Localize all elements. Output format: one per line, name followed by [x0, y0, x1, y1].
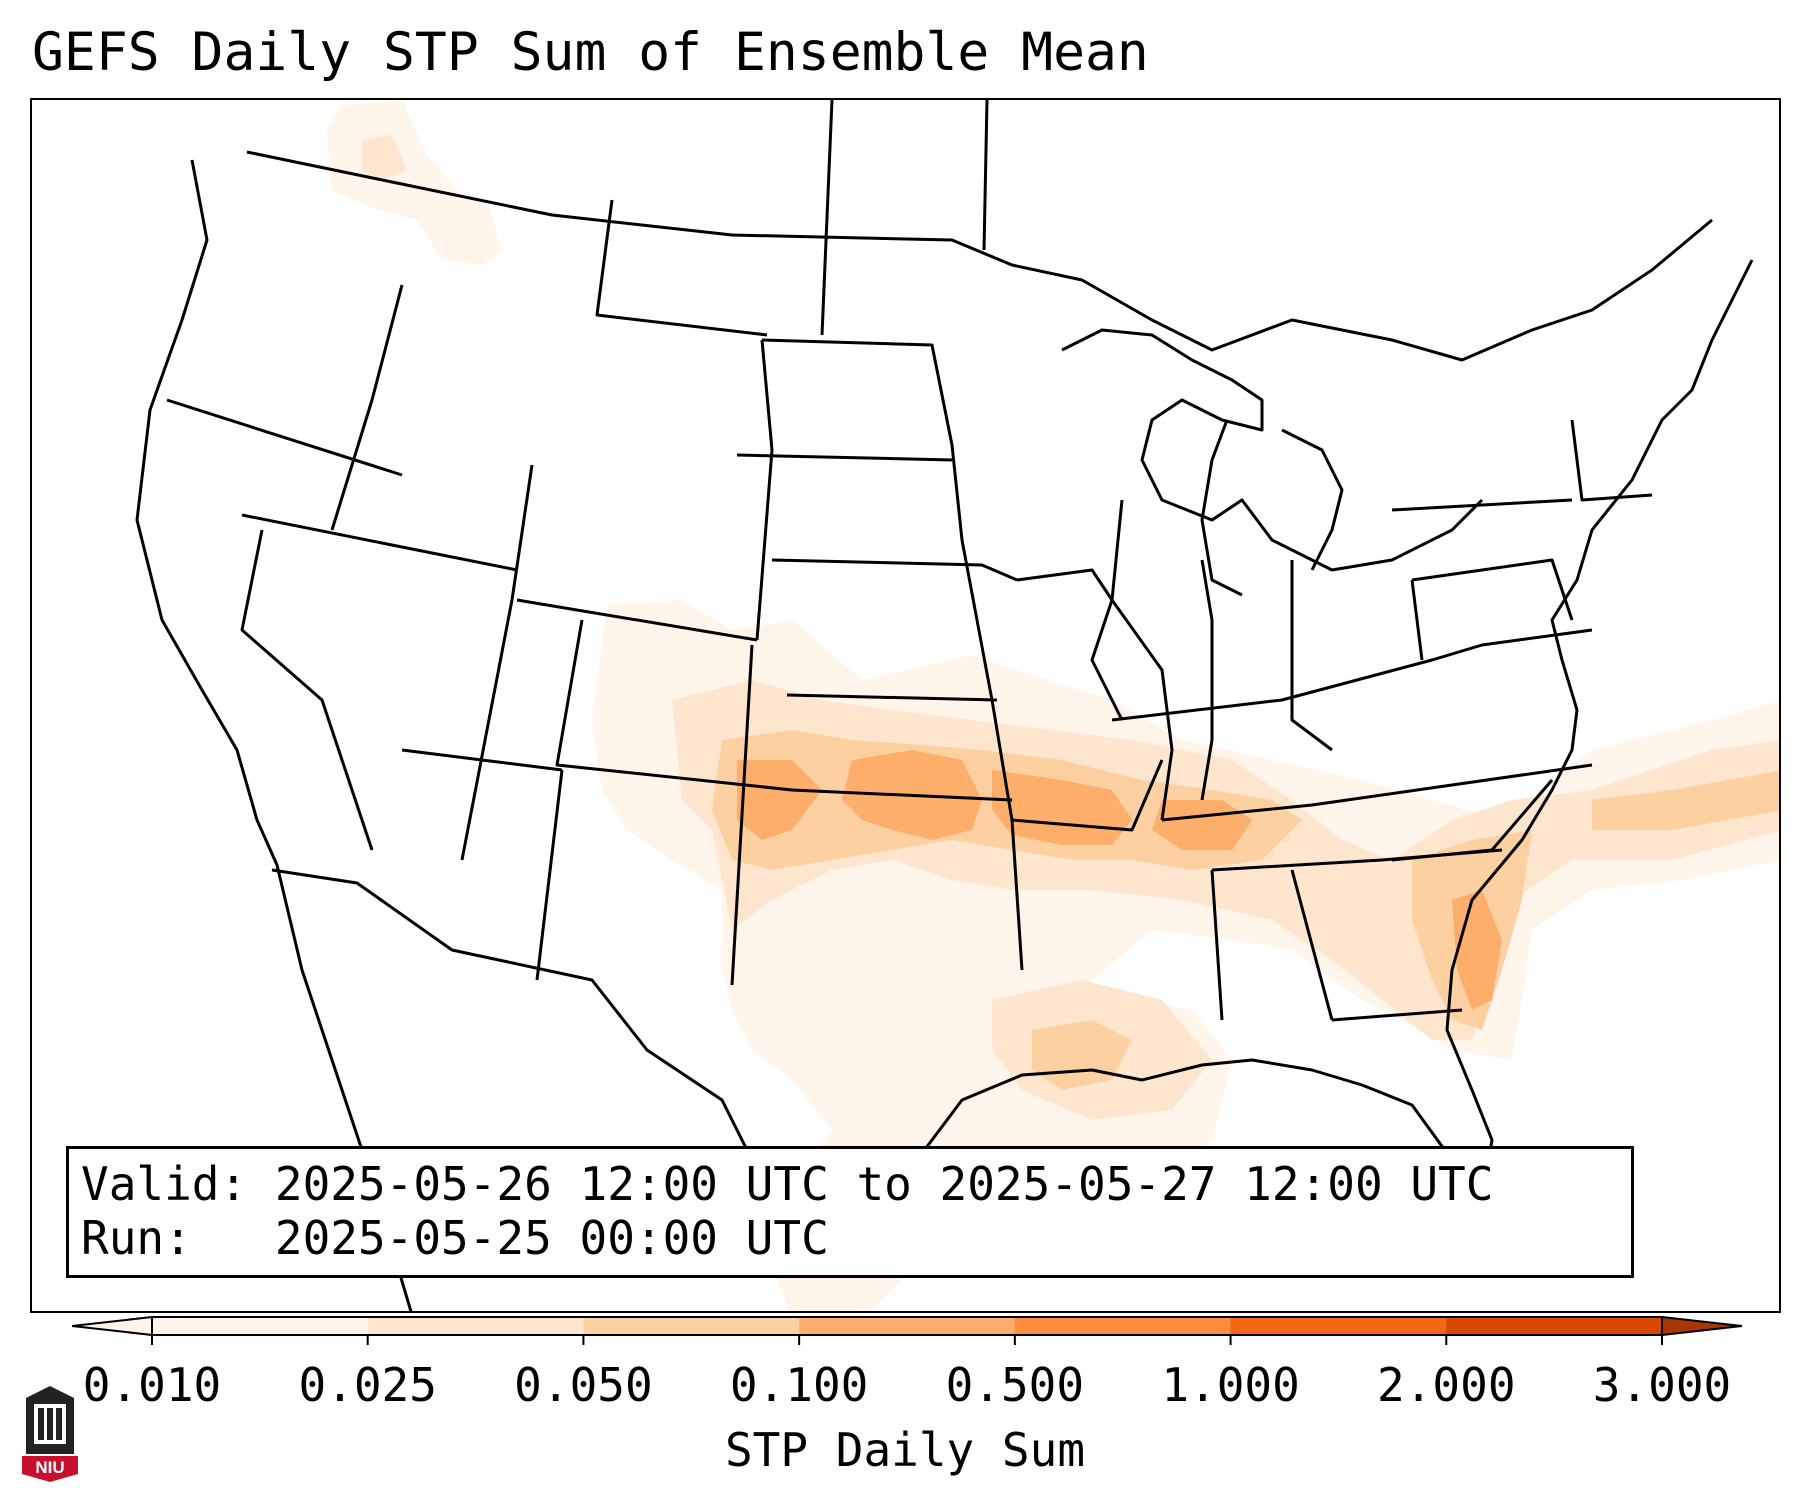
niu-logo: NIU: [22, 1386, 78, 1482]
colorbar-segment: [367, 1317, 584, 1335]
valid-value: 2025-05-26 12:00 UTC to 2025-05-27 12:00…: [274, 1157, 1494, 1211]
colorbar-extend-low: [72, 1315, 153, 1337]
colorbar-segment: [152, 1317, 369, 1335]
stp-shading: [327, 100, 1779, 1311]
map-canvas: [135, 100, 1779, 1311]
colorbar: [72, 1315, 1742, 1345]
colorbar-segment: [799, 1317, 1016, 1335]
map-title: GEFS Daily STP Sum of Ensemble Mean: [32, 22, 1149, 83]
svg-text:NIU: NIU: [35, 1458, 64, 1477]
colorbar-tick-label: 0.100: [729, 1358, 869, 1412]
colorbar-tick-label: 0.025: [298, 1358, 437, 1412]
colorbar-segment: [1446, 1317, 1663, 1335]
valid-label: Valid:: [81, 1157, 248, 1211]
colorbar-tick-label: 0.500: [945, 1358, 1085, 1412]
map-panel: [30, 98, 1781, 1313]
colorbar-extend-high: [1661, 1315, 1742, 1337]
colorbar-tick-label: 0.010: [82, 1358, 222, 1412]
colorbar-tick-label: 1.000: [1161, 1358, 1300, 1412]
validity-info-box: Valid: 2025-05-26 12:00 UTC to 2025-05-2…: [66, 1146, 1634, 1278]
run-value: 2025-05-25 00:00 UTC: [274, 1211, 829, 1265]
colorbar-tick-label: 0.050: [514, 1358, 653, 1412]
colorbar-outline: [151, 1316, 1663, 1336]
colorbar-segment: [1014, 1317, 1232, 1335]
colorbar-tick-label: 2.000: [1377, 1358, 1516, 1412]
run-label: Run:: [81, 1211, 192, 1265]
colorbar-segment: [583, 1317, 800, 1335]
colorbar-tick-label: 3.000: [1592, 1358, 1732, 1412]
colorbar-segment: [1230, 1317, 1447, 1335]
colorbar-label: STP Daily Sum: [724, 1423, 1086, 1477]
